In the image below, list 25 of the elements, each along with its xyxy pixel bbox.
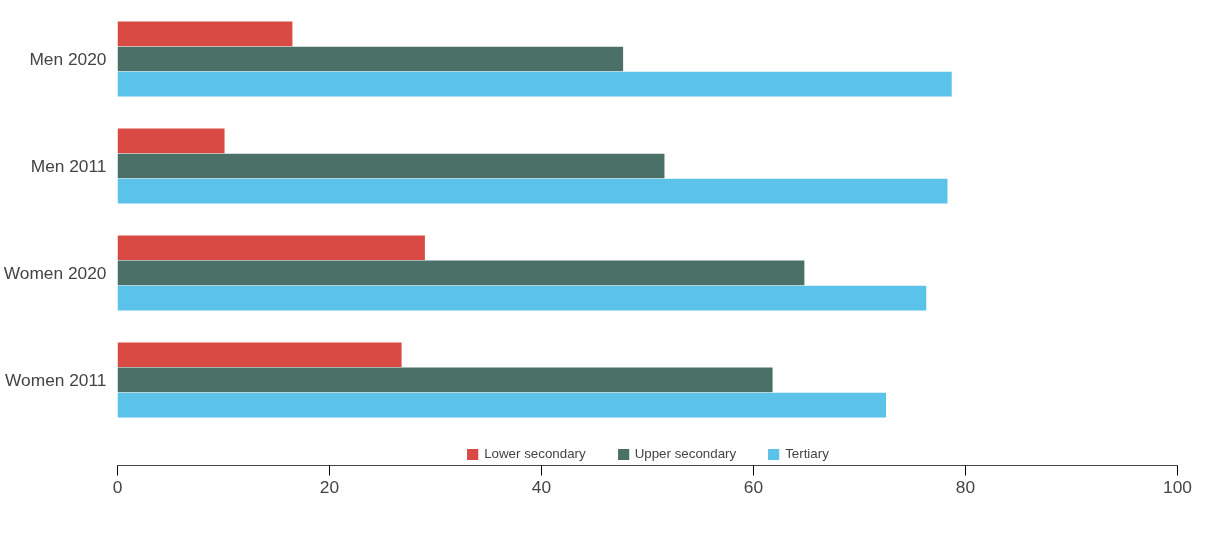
x-tick-label: 0 — [112, 476, 123, 497]
bar — [117, 392, 886, 418]
bar — [117, 285, 927, 311]
x-tick-label: 80 — [955, 476, 976, 497]
x-tick-label: 100 — [1163, 476, 1192, 497]
x-tick-label: 60 — [743, 476, 764, 497]
y-tick-label: Women 2020 — [3, 262, 107, 283]
bar — [117, 235, 425, 261]
bar — [117, 21, 293, 47]
x-tick-label: 20 — [319, 476, 340, 497]
legend-label: Lower secondary — [484, 446, 586, 461]
y-tick-label: Men 2020 — [29, 48, 107, 69]
x-tick-label: 40 — [531, 476, 552, 497]
bar — [117, 178, 948, 204]
bar — [117, 367, 773, 393]
bar — [117, 128, 225, 154]
bar — [117, 71, 952, 97]
legend-label: Tertiary — [785, 446, 829, 461]
bar — [117, 153, 665, 179]
legend-label: Upper secondary — [634, 446, 737, 461]
bar — [117, 342, 402, 368]
y-tick-label: Men 2011 — [30, 155, 107, 176]
y-tick-label: Women 2011 — [5, 369, 107, 390]
bar — [117, 260, 805, 286]
bar — [117, 46, 624, 72]
